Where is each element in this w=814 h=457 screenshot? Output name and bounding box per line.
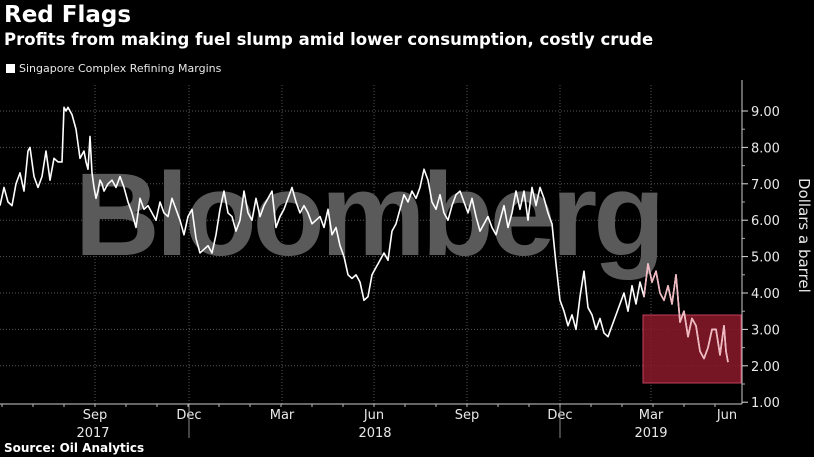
source-note: Source: Oil Analytics [4,441,145,455]
x-tick-label: Mar [270,408,295,423]
y-tick-label: 6.00 [751,214,780,229]
margins-line-highlighted [643,263,729,363]
x-year-label: 2017 [76,426,109,441]
legend: Singapore Complex Refining Margins [6,62,221,75]
x-tick-label: Mar [639,408,664,423]
x-year-label: 2019 [634,426,667,441]
y-tick-label: 7.00 [751,178,780,193]
y-tick-label: 5.00 [751,251,780,266]
chart-title: Red Flags [4,2,132,28]
legend-label: Singapore Complex Refining Margins [19,62,222,75]
y-tick-label: 4.00 [751,287,780,302]
y-tick-label: 2.00 [751,360,780,375]
y-tick-label: 8.00 [751,141,780,156]
legend-swatch [6,64,15,73]
y-tick-label: 1.00 [751,396,780,411]
x-year-label: 2018 [358,426,391,441]
y-tick-label: 9.00 [751,105,780,120]
x-tick-label: Jun [716,408,737,423]
x-tick-label: Sep [455,408,480,423]
y-axis-label: Dollars a barrel [795,178,813,293]
x-tick-label: Sep [83,408,108,423]
y-tick-label: 3.00 [751,323,780,338]
watermark: Bloomberg [75,149,662,281]
margins-line [0,106,729,363]
gridlines [0,85,742,404]
chart-subtitle: Profits from making fuel slump amid lowe… [4,30,654,49]
x-tick-label: Jun [363,408,384,423]
